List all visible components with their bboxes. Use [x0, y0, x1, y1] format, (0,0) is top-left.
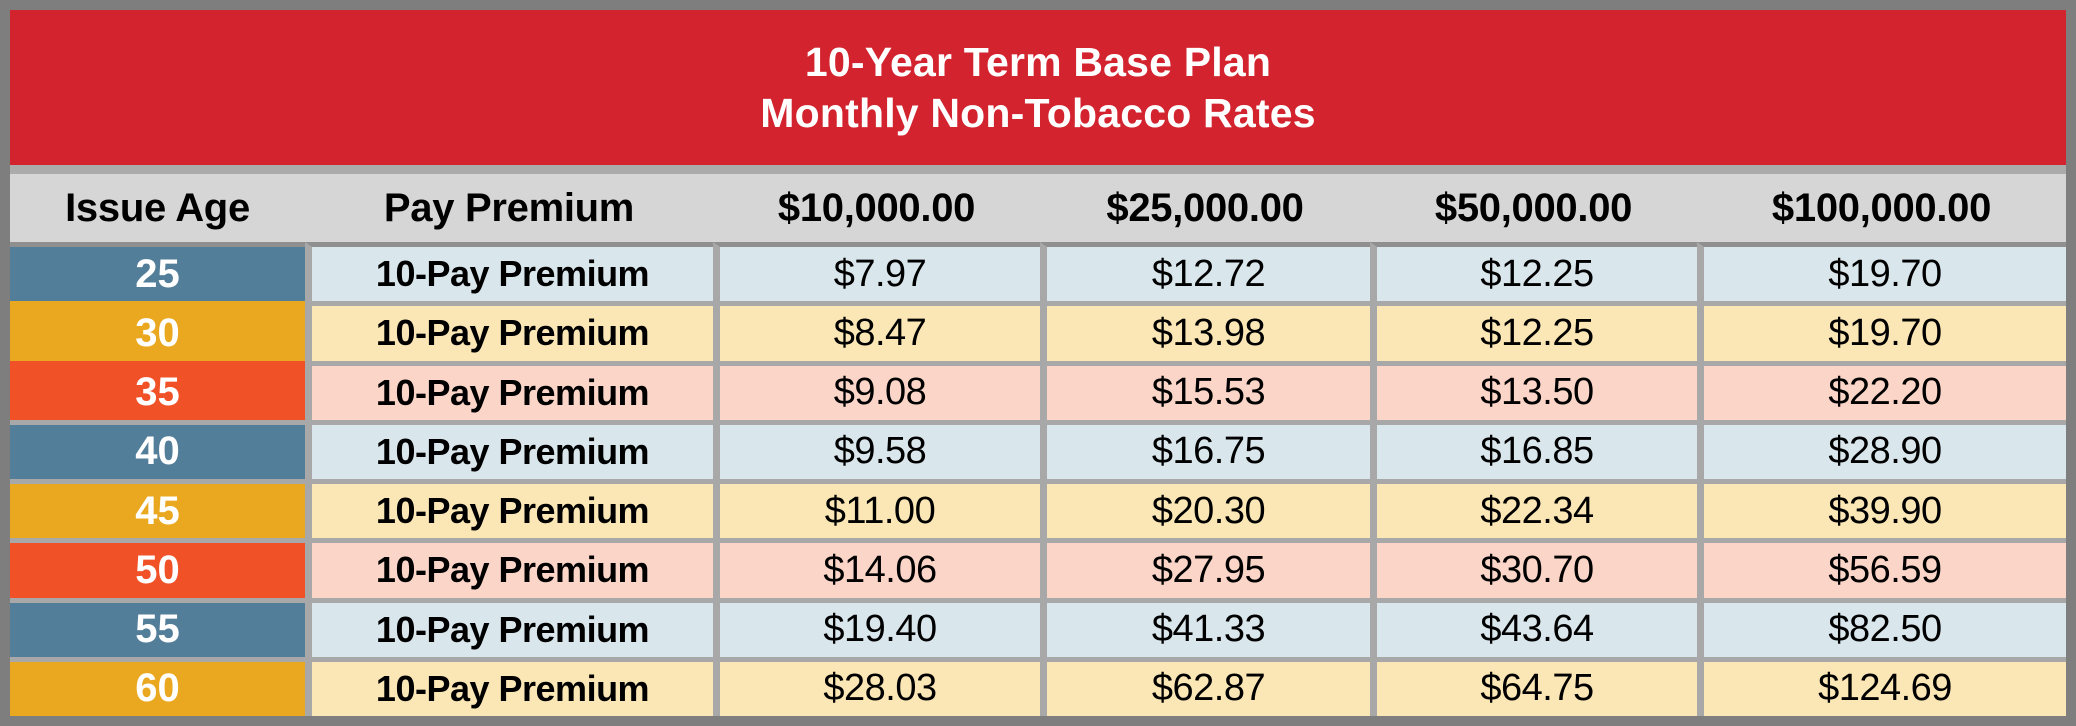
- rate-cell-50000: $64.75: [1370, 656, 1697, 716]
- table-body: 25 10-Pay Premium $7.97 $12.72 $12.25 $1…: [10, 242, 2066, 716]
- issue-age-cell: 25: [10, 242, 305, 302]
- rate-cell-25000: $27.95: [1040, 538, 1370, 598]
- rate-cell-50000: $22.34: [1370, 479, 1697, 539]
- premium-type-cell: 10-Pay Premium: [305, 538, 713, 598]
- table-row: 30 10-Pay Premium $8.47 $13.98 $12.25 $1…: [10, 301, 2066, 361]
- issue-age-cell: 35: [10, 360, 305, 420]
- rate-cell-10000: $7.97: [713, 242, 1040, 302]
- title-divider: [10, 165, 2066, 174]
- issue-age-cell: 40: [10, 419, 305, 479]
- rate-cell-10000: $14.06: [713, 538, 1040, 598]
- rate-cell-50000: $13.50: [1370, 360, 1697, 420]
- column-header-25000: $25,000.00: [1106, 185, 1304, 230]
- rate-cell-100000: $124.69: [1697, 656, 2066, 716]
- rate-cell-50000: $12.25: [1370, 301, 1697, 361]
- premium-type-cell: 10-Pay Premium: [305, 242, 713, 302]
- rate-cell-100000: $39.90: [1697, 479, 2066, 539]
- column-header-pay-premium: Pay Premium: [383, 185, 635, 230]
- table-row: 50 10-Pay Premium $14.06 $27.95 $30.70 $…: [10, 538, 2066, 598]
- column-header-10000: $10,000.00: [777, 185, 976, 230]
- rate-cell-10000: $8.47: [713, 301, 1040, 361]
- rate-cell-50000: $30.70: [1370, 538, 1697, 598]
- rate-cell-10000: $19.40: [713, 597, 1040, 657]
- table-title-banner: 10-Year Term Base Plan Monthly Non-Tobac…: [10, 10, 2066, 165]
- rate-cell-10000: $11.00: [713, 479, 1040, 539]
- premium-type-cell: 10-Pay Premium: [305, 360, 713, 420]
- rate-cell-50000: $16.85: [1370, 419, 1697, 479]
- rate-cell-25000: $13.98: [1040, 301, 1370, 361]
- rate-cell-25000: $62.87: [1040, 656, 1370, 716]
- column-header-issue-age: Issue Age: [65, 185, 250, 230]
- rate-cell-100000: $22.20: [1697, 360, 2066, 420]
- table-row: 60 10-Pay Premium $28.03 $62.87 $64.75 $…: [10, 656, 2066, 716]
- rate-cell-10000: $9.58: [713, 419, 1040, 479]
- rate-cell-100000: $28.90: [1697, 419, 2066, 479]
- table-row: 40 10-Pay Premium $9.58 $16.75 $16.85 $2…: [10, 419, 2066, 479]
- issue-age-cell: 55: [10, 597, 305, 657]
- rate-cell-50000: $43.64: [1370, 597, 1697, 657]
- rate-cell-100000: $56.59: [1697, 538, 2066, 598]
- rate-cell-100000: $19.70: [1697, 301, 2066, 361]
- rate-cell-25000: $16.75: [1040, 419, 1370, 479]
- rate-cell-25000: $41.33: [1040, 597, 1370, 657]
- rate-cell-10000: $28.03: [713, 656, 1040, 716]
- rate-cell-10000: $9.08: [713, 360, 1040, 420]
- title-line-1: 10-Year Term Base Plan: [804, 39, 1272, 86]
- column-header-100000: $100,000.00: [1771, 185, 1992, 230]
- rate-cell-25000: $20.30: [1040, 479, 1370, 539]
- premium-type-cell: 10-Pay Premium: [305, 479, 713, 539]
- premium-type-cell: 10-Pay Premium: [305, 656, 713, 716]
- table-row: 25 10-Pay Premium $7.97 $12.72 $12.25 $1…: [10, 242, 2066, 302]
- table-row: 35 10-Pay Premium $9.08 $15.53 $13.50 $2…: [10, 360, 2066, 420]
- premium-type-cell: 10-Pay Premium: [305, 301, 713, 361]
- title-line-2: Monthly Non-Tobacco Rates: [760, 89, 1316, 136]
- issue-age-cell: 45: [10, 479, 305, 539]
- rate-cell-50000: $12.25: [1370, 242, 1697, 302]
- rate-cell-25000: $15.53: [1040, 360, 1370, 420]
- issue-age-cell: 50: [10, 538, 305, 598]
- issue-age-cell: 30: [10, 301, 305, 361]
- premium-type-cell: 10-Pay Premium: [305, 419, 713, 479]
- premium-type-cell: 10-Pay Premium: [305, 597, 713, 657]
- table-row: 45 10-Pay Premium $11.00 $20.30 $22.34 $…: [10, 479, 2066, 539]
- rate-cell-100000: $82.50: [1697, 597, 2066, 657]
- column-header-row: Issue Age Pay Premium $10,000.00 $25,000…: [10, 174, 2066, 242]
- rate-cell-25000: $12.72: [1040, 242, 1370, 302]
- issue-age-cell: 60: [10, 656, 305, 716]
- table-row: 55 10-Pay Premium $19.40 $41.33 $43.64 $…: [10, 597, 2066, 657]
- column-header-50000: $50,000.00: [1434, 185, 1633, 230]
- rate-cell-100000: $19.70: [1697, 242, 2066, 302]
